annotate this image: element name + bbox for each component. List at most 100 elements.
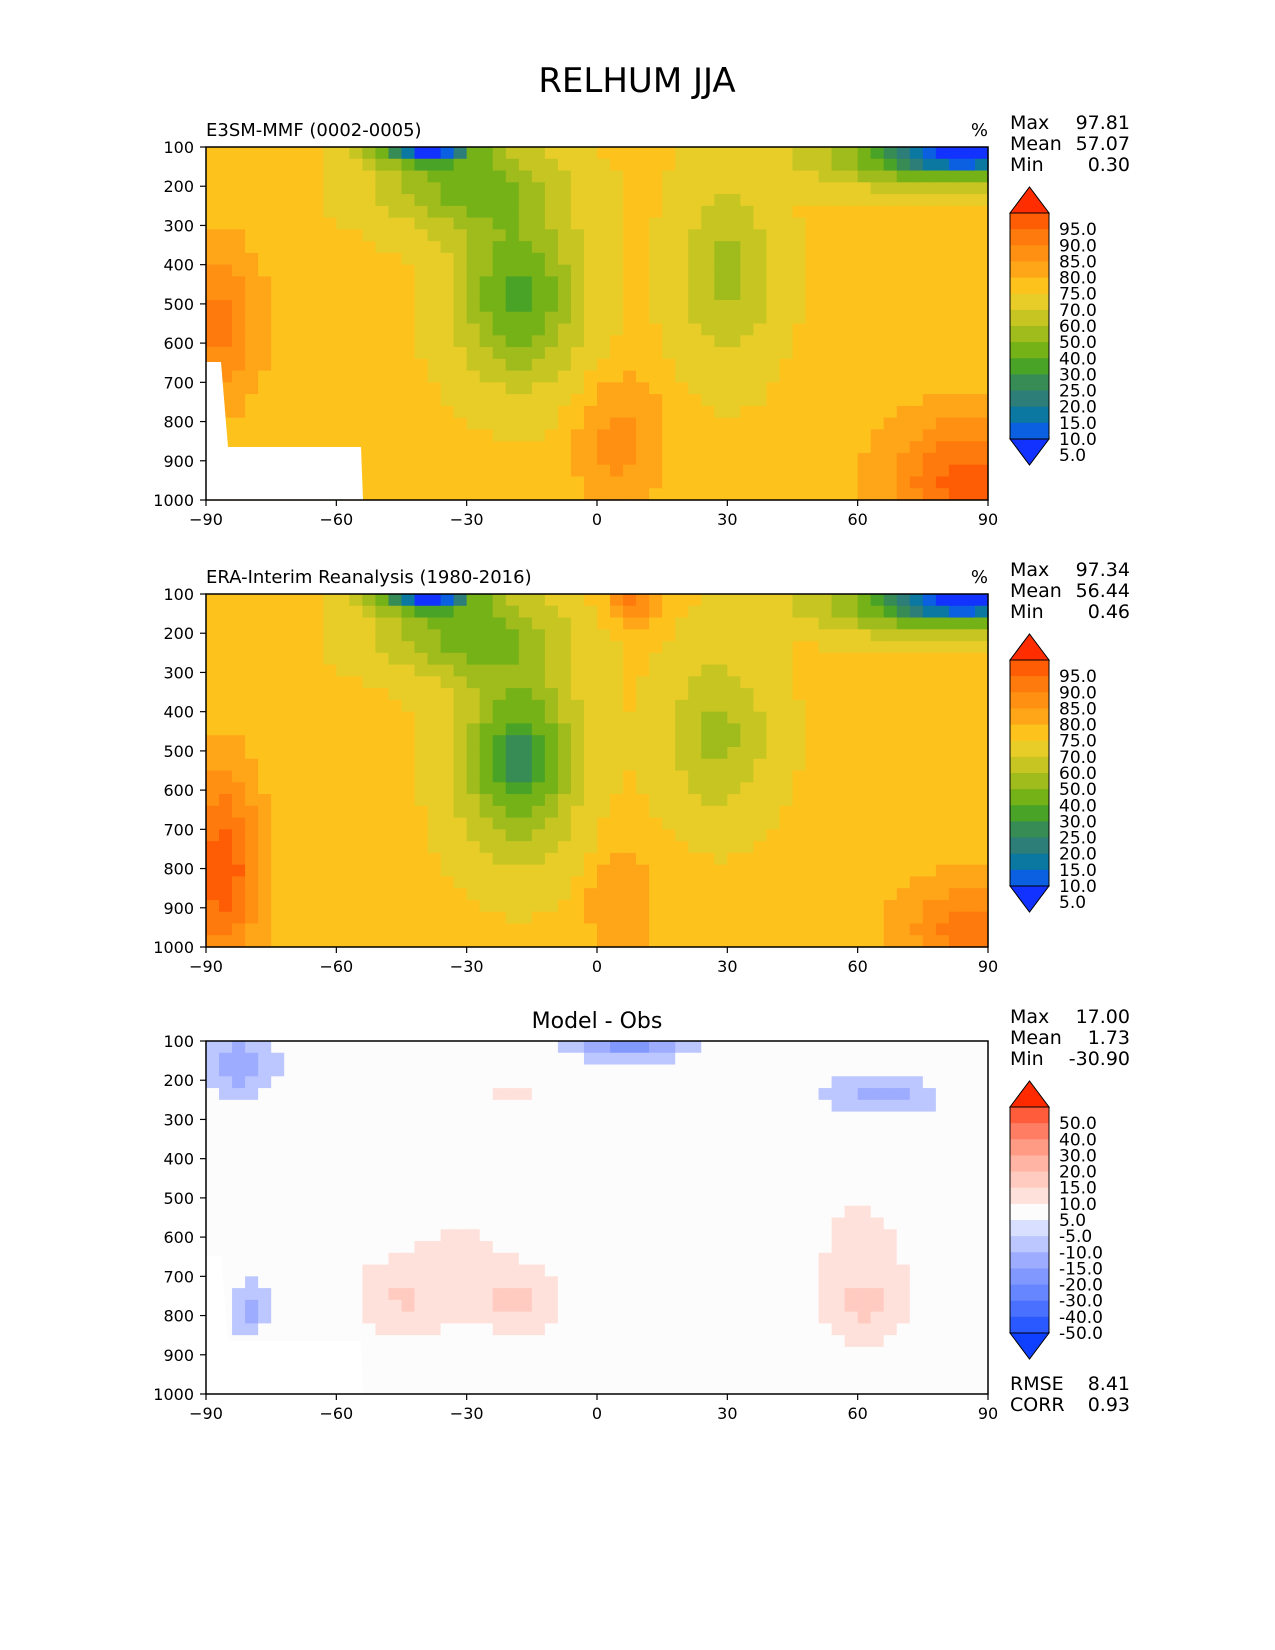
heatmap-cell bbox=[623, 205, 637, 219]
heatmap-cell bbox=[479, 864, 494, 877]
heatmap-cell bbox=[414, 641, 429, 654]
heatmap-cell bbox=[844, 323, 859, 336]
heatmap-cell bbox=[557, 1205, 572, 1219]
heatmap-cell bbox=[375, 688, 390, 701]
heatmap-cell bbox=[414, 288, 429, 301]
heatmap-cell bbox=[284, 735, 298, 748]
heatmap-cell bbox=[284, 1252, 298, 1266]
heatmap-cell bbox=[492, 429, 507, 442]
heatmap-cell bbox=[570, 170, 585, 183]
heatmap-cell bbox=[753, 1041, 768, 1054]
heatmap-cell bbox=[597, 723, 611, 736]
heatmap-cell bbox=[401, 1264, 416, 1277]
heatmap-cell bbox=[388, 641, 403, 654]
heatmap-cell bbox=[610, 1146, 624, 1160]
heatmap-cell bbox=[818, 1146, 833, 1160]
heatmap-cell bbox=[831, 441, 846, 454]
heatmap-cell bbox=[636, 1123, 650, 1136]
heatmap-cell bbox=[531, 746, 546, 760]
heatmap-cell bbox=[323, 370, 337, 383]
heatmap-cell bbox=[284, 1264, 298, 1277]
heatmap-cell bbox=[896, 864, 911, 877]
heatmap-cell bbox=[518, 888, 533, 901]
heatmap-cell bbox=[753, 194, 768, 207]
heatmap-cell bbox=[779, 476, 794, 489]
heatmap-cell bbox=[675, 452, 689, 466]
heatmap-cell bbox=[271, 723, 285, 736]
heatmap-cell bbox=[948, 170, 963, 183]
heatmap-cell bbox=[831, 911, 846, 925]
heatmap-cell bbox=[662, 711, 676, 725]
heatmap-cell bbox=[935, 1135, 950, 1148]
heatmap-cell bbox=[779, 452, 794, 466]
heatmap-cell bbox=[688, 1276, 702, 1289]
heatmap-cell bbox=[974, 464, 989, 478]
heatmap-cell bbox=[857, 746, 872, 760]
heatmap-cell bbox=[414, 758, 429, 772]
heatmap-cell bbox=[557, 488, 572, 501]
heatmap-cell bbox=[779, 429, 794, 442]
heatmap-cell bbox=[779, 723, 794, 736]
heatmap-cell bbox=[636, 1052, 650, 1066]
heatmap-cell bbox=[479, 335, 494, 348]
heatmap-cell bbox=[792, 1241, 807, 1254]
heatmap-cell bbox=[870, 205, 885, 219]
heatmap-cell bbox=[857, 852, 872, 866]
y-tick-label: 400 bbox=[163, 703, 194, 722]
heatmap-cell bbox=[323, 1099, 337, 1113]
heatmap-cell bbox=[792, 1146, 807, 1160]
heatmap-cell bbox=[349, 158, 363, 172]
heatmap-cell bbox=[779, 617, 794, 630]
heatmap-cell bbox=[623, 1041, 637, 1054]
heatmap-cell bbox=[935, 1099, 950, 1113]
heatmap-cell bbox=[597, 876, 611, 889]
heatmap-cell bbox=[740, 205, 754, 219]
heatmap-cell bbox=[401, 194, 416, 207]
heatmap-cell bbox=[232, 652, 246, 666]
heatmap-cell bbox=[310, 664, 324, 677]
heatmap-cell bbox=[844, 382, 859, 395]
heatmap-cell bbox=[948, 711, 963, 725]
heatmap-cell bbox=[636, 1217, 650, 1230]
heatmap-cell bbox=[740, 852, 754, 866]
heatmap-cell bbox=[675, 229, 689, 242]
heatmap-cell bbox=[688, 370, 702, 383]
heatmap-cell bbox=[245, 147, 259, 160]
heatmap-cell bbox=[401, 888, 416, 901]
heatmap-cell bbox=[414, 1158, 429, 1172]
heatmap-cell bbox=[909, 252, 924, 266]
heatmap-cell bbox=[623, 688, 637, 701]
heatmap-cell bbox=[492, 711, 507, 725]
heatmap-cell bbox=[401, 899, 416, 913]
heatmap-cell bbox=[349, 711, 363, 725]
heatmap-cell bbox=[479, 1041, 494, 1054]
heatmap-cell bbox=[662, 335, 676, 348]
heatmap-cell bbox=[362, 358, 377, 372]
heatmap-cell bbox=[701, 841, 715, 854]
heatmap-cell bbox=[623, 676, 637, 689]
heatmap-cell bbox=[857, 594, 872, 607]
heatmap-cell bbox=[857, 1111, 872, 1124]
heatmap-cell bbox=[792, 170, 807, 183]
heatmap-cell bbox=[232, 1088, 246, 1101]
heatmap-cell bbox=[727, 805, 741, 819]
heatmap-cell bbox=[649, 841, 663, 854]
heatmap-cell bbox=[206, 1241, 220, 1254]
heatmap-cell bbox=[245, 1111, 259, 1124]
heatmap-cell bbox=[714, 711, 728, 725]
heatmap-cell bbox=[531, 347, 546, 360]
heatmap-cell bbox=[818, 452, 833, 466]
heatmap-cell bbox=[479, 288, 494, 301]
heatmap-cell bbox=[831, 182, 846, 195]
heatmap-cell bbox=[362, 1276, 377, 1289]
heatmap-cell bbox=[531, 864, 546, 877]
heatmap-cell bbox=[232, 288, 246, 301]
heatmap-cell bbox=[206, 170, 220, 183]
heatmap-cell bbox=[649, 652, 663, 666]
heatmap-cell bbox=[297, 1111, 311, 1124]
heatmap-cell bbox=[779, 899, 794, 913]
heatmap-cell bbox=[583, 323, 598, 336]
heatmap-cell bbox=[896, 1088, 911, 1101]
heatmap-cell bbox=[649, 252, 663, 266]
heatmap-cell bbox=[544, 923, 559, 936]
